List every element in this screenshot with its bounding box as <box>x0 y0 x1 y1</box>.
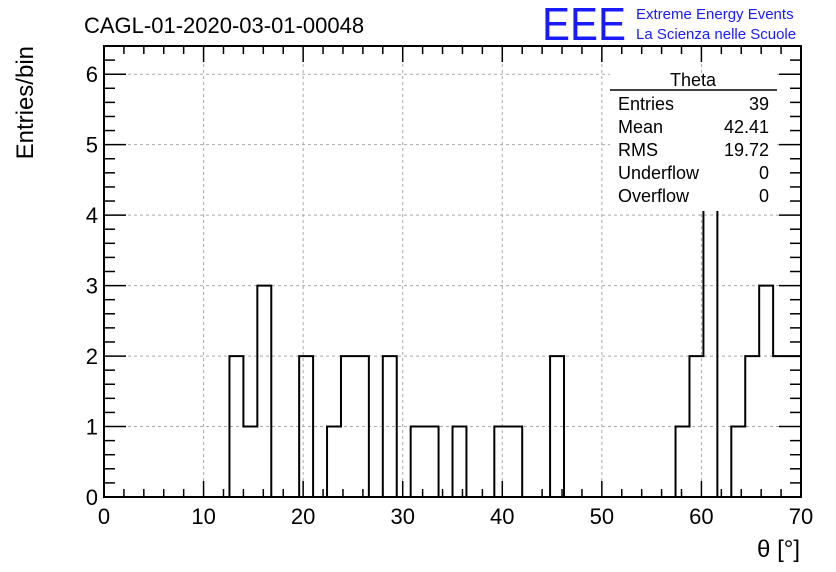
histogram-bin <box>745 356 759 497</box>
histogram-bin <box>689 356 703 497</box>
histogram-bin <box>243 427 257 497</box>
x-tick-label: 10 <box>191 504 215 529</box>
histogram-bin <box>425 427 439 497</box>
histogram-bin <box>453 427 467 497</box>
brand-line-1: Extreme Energy Events <box>636 6 794 23</box>
histogram-bin <box>508 427 522 497</box>
stats-row-label: RMS <box>618 140 658 160</box>
x-tick-label: 60 <box>689 504 713 529</box>
histogram-bin <box>341 356 355 497</box>
x-tick-label: 0 <box>98 504 110 529</box>
y-tick-label: 1 <box>86 415 98 440</box>
y-tick-label: 3 <box>86 274 98 299</box>
histogram-bin <box>257 286 271 497</box>
y-tick-label: 5 <box>86 133 98 158</box>
histogram-bin <box>299 356 313 497</box>
y-axis-label: Entries/bin <box>12 46 39 159</box>
histogram-bin <box>494 427 508 497</box>
stats-row-value: 0 <box>759 186 769 206</box>
x-tick-label: 20 <box>291 504 315 529</box>
histogram-bin <box>550 356 564 497</box>
stats-rows: Entries 39 Mean 42.41 RMS 19.72 Underflow 0 Over… <box>618 94 769 206</box>
histogram-bin <box>731 427 745 497</box>
stats-row-value: 39 <box>749 94 769 114</box>
x-axis-label: θ [°] <box>757 536 800 563</box>
histogram-bin <box>383 356 397 497</box>
x-tick-label: 30 <box>390 504 414 529</box>
tick-labels: 0 10 20 30 40 50 60 70 0 1 2 3 4 5 6 <box>86 62 813 529</box>
axes <box>103 45 802 498</box>
stats-row-value: 42.41 <box>724 117 769 137</box>
stats-row-value: 19.72 <box>724 140 769 160</box>
stats-row-label: Overflow <box>618 186 690 206</box>
y-tick-label: 0 <box>86 485 98 510</box>
histogram-bin <box>759 286 773 497</box>
stats-row-value: 0 <box>759 163 769 183</box>
stats-row-label: Underflow <box>618 163 700 183</box>
x-tick-label: 70 <box>789 504 813 529</box>
y-tick-label: 6 <box>86 62 98 87</box>
stats-box-title: Theta <box>670 70 717 90</box>
y-tick-label: 4 <box>86 203 98 228</box>
histogram-series <box>104 73 801 498</box>
y-tick-label: 2 <box>86 344 98 369</box>
x-tick-label: 50 <box>590 504 614 529</box>
stats-box: Theta Entries 39 Mean 42.41 RMS 19.72 Underflo… <box>610 70 777 211</box>
histogram-bin <box>676 427 690 497</box>
histogram-outline <box>104 73 801 498</box>
eee-logo: EEE <box>542 0 626 50</box>
x-tick-label: 40 <box>490 504 514 529</box>
stats-row-label: Mean <box>618 117 663 137</box>
histogram-bin <box>327 427 341 497</box>
histogram-bin <box>411 427 425 497</box>
chart-title: CAGL-01-2020-03-01-00048 <box>84 13 364 38</box>
stats-box-background <box>610 73 777 211</box>
brand-line-2: La Scienza nelle Scuole <box>636 26 796 43</box>
histogram-bin <box>229 356 243 497</box>
stats-row-label: Entries <box>618 94 674 114</box>
histogram-bin <box>355 356 369 497</box>
